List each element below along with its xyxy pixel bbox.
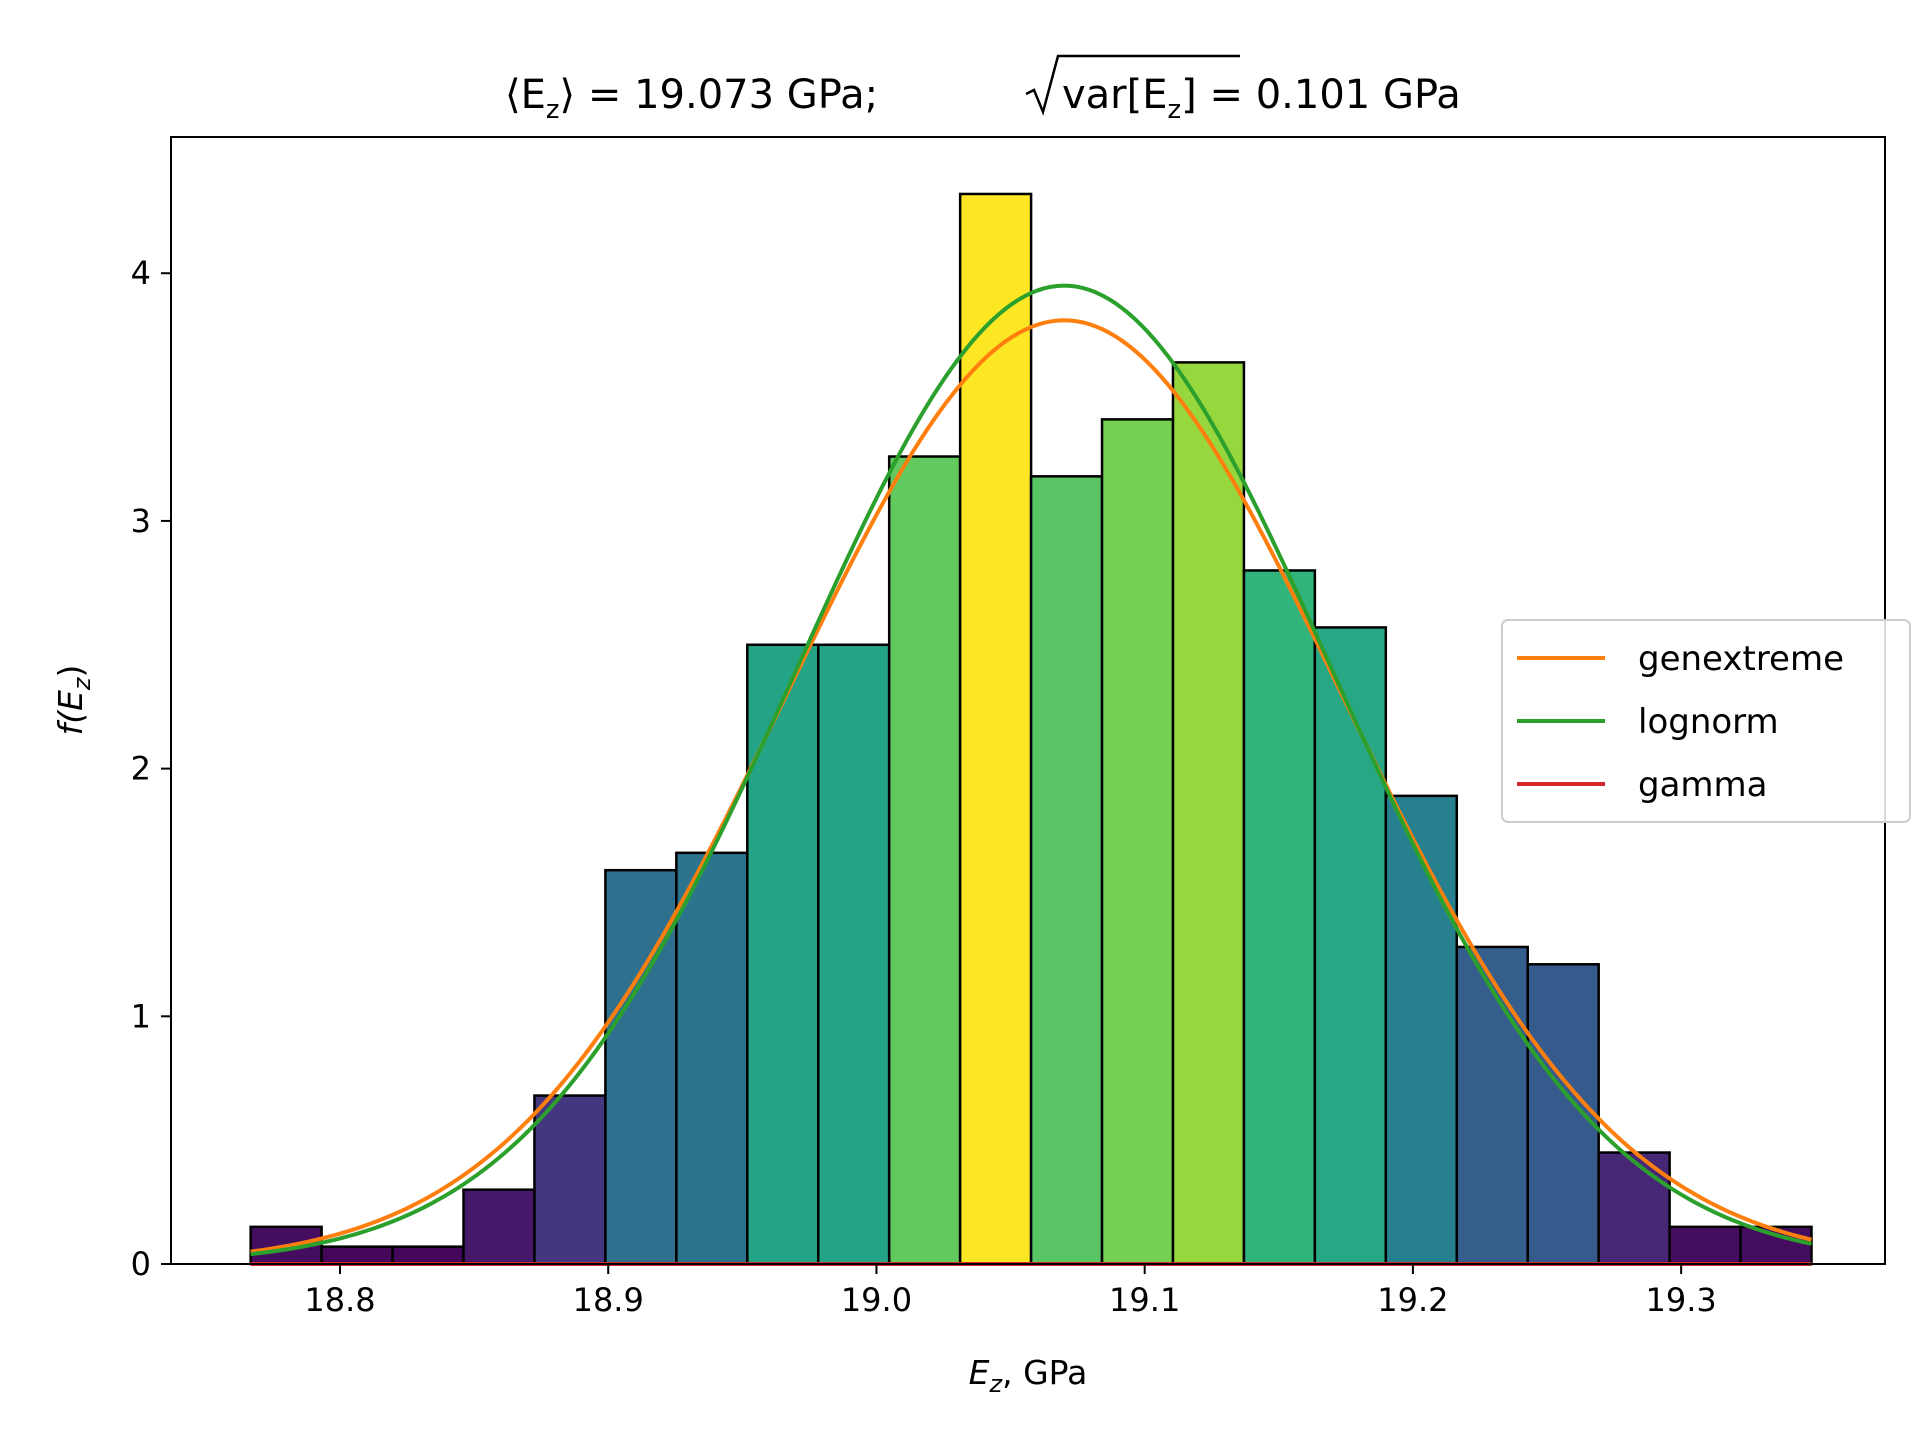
histogram-bar — [816, 643, 891, 1266]
y-tick-label: 3 — [131, 502, 151, 540]
histogram-bar — [604, 868, 678, 1266]
histogram-bar — [533, 1094, 607, 1266]
histogram-bar — [1739, 1225, 1813, 1266]
histogram-bar — [462, 1188, 536, 1266]
title-mean-subscript: z — [546, 95, 560, 125]
histogram-bar — [1668, 1225, 1742, 1266]
histogram-bar — [1384, 794, 1459, 1266]
legend-box — [1501, 619, 1911, 823]
histogram-bar — [675, 851, 749, 1266]
x-tick-label: 19.0 — [841, 1281, 912, 1319]
title-std-label: var[E — [1062, 72, 1168, 118]
curve-genextreme — [250, 318, 1812, 1254]
curve-lognorm — [250, 283, 1812, 1257]
x-tick-label: 19.2 — [1377, 1281, 1448, 1319]
histogram-bar — [1526, 963, 1600, 1266]
y-tick-label: 2 — [131, 750, 151, 788]
title-mean-value: ⟩ = 19.073 GPa; — [560, 72, 879, 118]
chart-title: ⟨Ez⟩ = 19.073 GPa; var[Ez] = 0.101 GPa — [505, 54, 1461, 125]
x-tick-label: 19.1 — [1109, 1281, 1180, 1319]
x-tick-label: 18.9 — [573, 1281, 644, 1319]
legend-label-lognorm: lognorm — [1638, 702, 1779, 742]
legend-label-genextreme: genextreme — [1638, 639, 1844, 679]
y-axis-label: f(Ez) — [51, 665, 96, 736]
histogram-bar — [958, 192, 1033, 1266]
y-axis-label-pre: f(E — [51, 690, 90, 735]
histogram-bar — [1171, 361, 1246, 1266]
y-axis-ticks: 0 1 2 3 4 — [131, 254, 171, 1283]
svg-text:var[Ez] = 0.101 GPa: var[Ez] = 0.101 GPa — [1062, 72, 1461, 125]
x-tick-label: 19.3 — [1646, 1281, 1717, 1319]
histogram-bar — [320, 1245, 394, 1266]
legend: genextreme lognorm gamma — [1501, 619, 1911, 823]
y-axis-label-subscript: z — [68, 676, 96, 691]
title-std-value: ] = 0.101 GPa — [1181, 72, 1461, 118]
histogram-bars — [249, 192, 1813, 1266]
x-axis-ticks: 18.8 18.9 19.0 19.1 19.2 19.3 — [304, 1264, 1717, 1319]
histogram-bar — [746, 643, 820, 1266]
title-sqrt-sign — [1025, 54, 1240, 116]
histogram-bar — [1455, 945, 1529, 1266]
x-axis-label-unit: , GPa — [1002, 1353, 1087, 1392]
title-mean-label: ⟨E — [505, 72, 546, 118]
svg-text:⟨Ez⟩ = 19.073 GPa;: ⟨Ez⟩ = 19.073 GPa; — [505, 72, 878, 125]
y-tick-label: 0 — [131, 1245, 151, 1283]
histogram-bar — [1242, 569, 1317, 1266]
x-tick-label: 18.8 — [304, 1281, 375, 1319]
x-axis-label-var: E — [969, 1353, 990, 1392]
legend-label-gamma: gamma — [1638, 765, 1768, 805]
x-axis-label: Ez, GPa — [969, 1353, 1088, 1398]
histogram-bar — [1029, 475, 1104, 1266]
x-axis-label-subscript: z — [989, 1370, 1004, 1398]
histogram-bar — [391, 1245, 465, 1266]
histogram-bar — [1313, 626, 1388, 1266]
y-axis-label-post: ) — [51, 665, 90, 678]
histogram-bar — [887, 455, 962, 1266]
y-tick-label: 1 — [131, 997, 151, 1035]
y-tick-label: 4 — [131, 254, 151, 292]
histogram-bar — [1100, 418, 1175, 1266]
title-std-subscript: z — [1168, 95, 1182, 125]
